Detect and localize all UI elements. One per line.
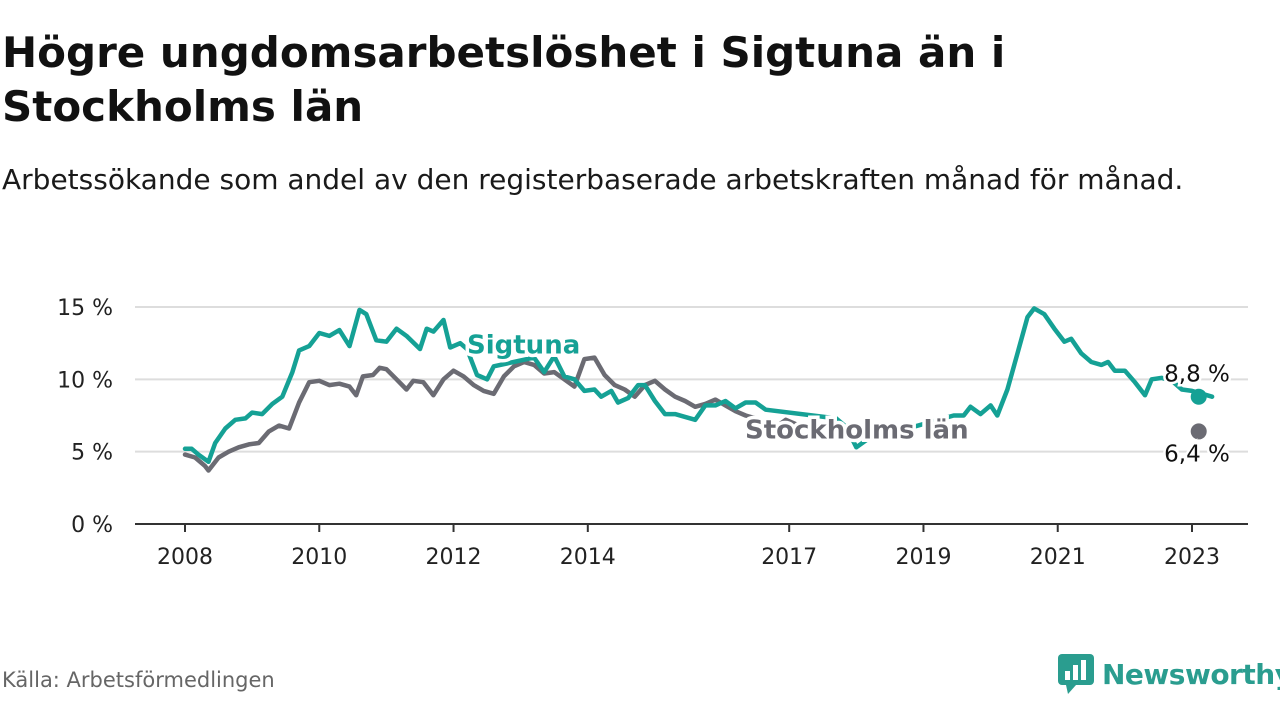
- sigtuna-end-marker: [1190, 388, 1207, 405]
- sigtuna-line: [182, 306, 1215, 465]
- sigtuna-series-label: Sigtuna: [467, 330, 580, 360]
- y-tick-label: 0 %: [71, 513, 113, 538]
- x-tick-label: 2019: [895, 545, 951, 570]
- y-tick-label: 15 %: [57, 296, 113, 321]
- y-tick-label: 5 %: [71, 441, 113, 466]
- chart-subtitle: Arbetssökande som andel av den registerb…: [2, 163, 1184, 196]
- stockholm-series-label: Stockholms län: [745, 416, 969, 446]
- stockholm-line: [182, 355, 799, 473]
- x-tick-label: 2008: [157, 545, 213, 570]
- sigtuna-end-label: 8,8 %: [1164, 362, 1230, 388]
- x-tick-label: 2010: [291, 545, 347, 570]
- x-tick-label: 2023: [1164, 545, 1220, 570]
- stockholm-end-label: 6,4 %: [1164, 441, 1230, 467]
- x-tick-label: 2021: [1030, 545, 1086, 570]
- stockholm-end-marker: [1190, 423, 1207, 440]
- y-tick-label: 10 %: [57, 368, 113, 393]
- source-note: Källa: Arbetsförmedlingen: [2, 668, 275, 692]
- brand-name: Newsworthy: [1102, 657, 1280, 691]
- x-tick-label: 2017: [761, 545, 817, 570]
- x-tick-label: 2012: [426, 545, 482, 570]
- brand-logo: Newsworthy: [1058, 652, 1280, 696]
- x-tick-label: 2014: [560, 545, 616, 570]
- newsworthy-logo-icon: [1058, 654, 1094, 694]
- chart-title: Högre ungdomsarbetslöshet i Sigtuna än i…: [2, 28, 1006, 131]
